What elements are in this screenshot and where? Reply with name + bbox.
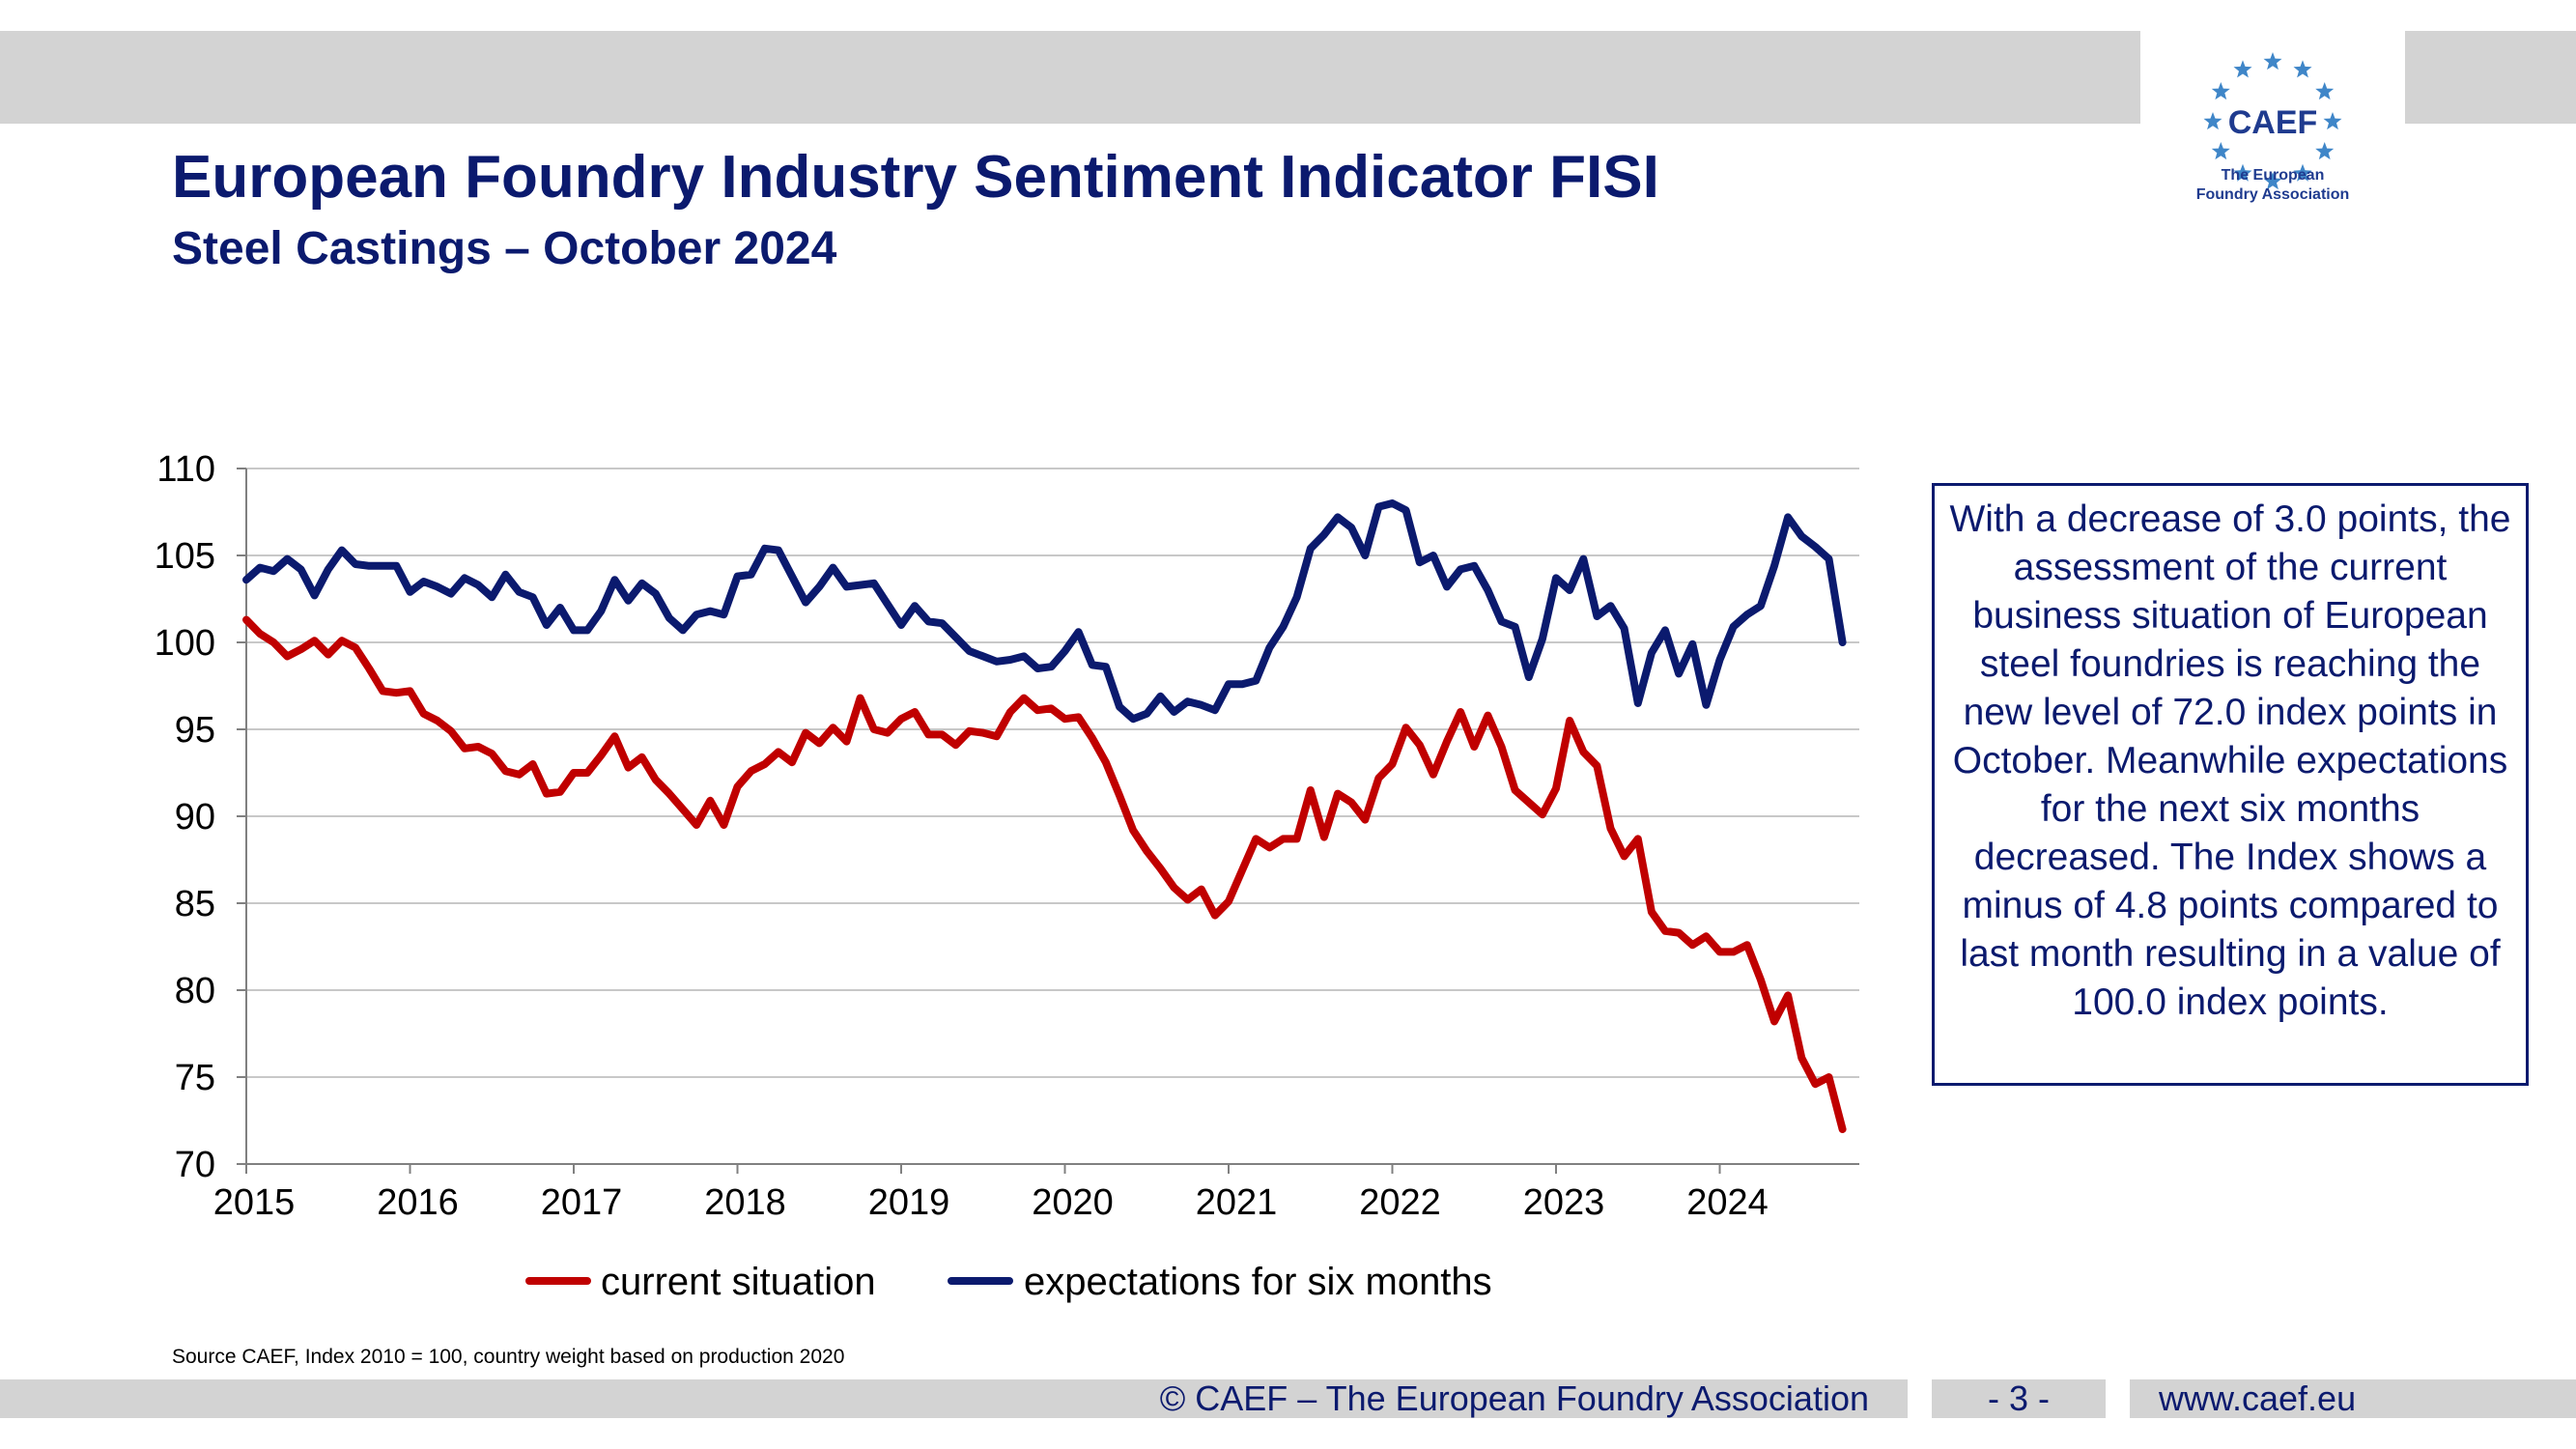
x-tick-label: 2016 bbox=[377, 1182, 459, 1223]
logo-star bbox=[2263, 52, 2282, 71]
footer-copyright: © CAEF – The European Foundry Associatio… bbox=[0, 1379, 1908, 1418]
y-tick-label: 100 bbox=[155, 623, 215, 664]
y-tick-label: 75 bbox=[175, 1058, 215, 1098]
logo-star-ring bbox=[2203, 52, 2342, 190]
x-axis-ticks: 2015 2016 2017 2018 2019 2020 2021 2022 2023 2024 bbox=[213, 1164, 1769, 1223]
page-title: European Foundry Industry Sentiment Indi… bbox=[172, 144, 1659, 211]
header-band-left bbox=[0, 31, 2140, 124]
logo-star bbox=[2233, 60, 2252, 78]
series-line-current-situation bbox=[242, 615, 1847, 1133]
logo-text: CAEF bbox=[2228, 104, 2318, 141]
y-tick-label: 70 bbox=[175, 1145, 215, 1185]
source-note: Source CAEF, Index 2010 = 100, country w… bbox=[172, 1346, 845, 1368]
legend-label-current-situation: current situation bbox=[601, 1261, 876, 1303]
x-tick-label: 2022 bbox=[1359, 1182, 1441, 1223]
chart-legend: current situation expectations for six mo… bbox=[525, 1261, 1492, 1303]
y-axis-ticks: 110 105 100 95 90 85 80 75 70 bbox=[155, 449, 246, 1185]
chart-gridlines bbox=[246, 468, 1859, 1078]
logo-caption-line2: Foundry Association bbox=[2195, 186, 2350, 203]
caef-logo: CAEF bbox=[2203, 52, 2342, 190]
logo-star bbox=[2293, 60, 2312, 78]
logo-star bbox=[2263, 172, 2282, 190]
y-tick-label: 90 bbox=[175, 797, 215, 838]
header-band-right bbox=[2405, 31, 2576, 124]
y-tick-label: 105 bbox=[155, 536, 215, 577]
logo-star bbox=[2293, 163, 2312, 182]
x-tick-label: 2019 bbox=[868, 1182, 950, 1223]
logo-star bbox=[2211, 142, 2230, 160]
x-tick-label: 2015 bbox=[213, 1182, 296, 1223]
x-tick-label: 2020 bbox=[1032, 1182, 1114, 1223]
y-tick-label: 110 bbox=[156, 449, 215, 490]
footer-website-link[interactable]: www.caef.eu bbox=[2130, 1379, 2576, 1418]
x-tick-label: 2018 bbox=[704, 1182, 786, 1223]
legend-label-expectations: expectations for six months bbox=[1024, 1261, 1492, 1303]
x-tick-label: 2024 bbox=[1686, 1182, 1769, 1223]
footer-page-number: - 3 - bbox=[1932, 1379, 2106, 1418]
y-tick-label: 85 bbox=[175, 884, 215, 924]
logo-star bbox=[2315, 142, 2335, 160]
logo-caption-line1: The European bbox=[2221, 167, 2325, 184]
logo-star bbox=[2233, 163, 2252, 182]
x-tick-label: 2017 bbox=[541, 1182, 623, 1223]
logo-star bbox=[2203, 112, 2222, 130]
logo-star bbox=[2315, 82, 2335, 100]
y-tick-label: 80 bbox=[175, 971, 215, 1011]
logo-caption: The European Foundry Association bbox=[2178, 166, 2367, 205]
logo-star bbox=[2323, 112, 2342, 130]
page-subtitle: Steel Castings – October 2024 bbox=[172, 223, 837, 274]
chart-series bbox=[242, 499, 1847, 1133]
commentary-box: With a decrease of 3.0 points, the asses… bbox=[1932, 483, 2529, 1086]
logo-star bbox=[2211, 82, 2230, 100]
series-line-expectations bbox=[242, 499, 1847, 724]
x-tick-label: 2023 bbox=[1523, 1182, 1605, 1223]
y-tick-label: 95 bbox=[175, 710, 215, 751]
x-tick-label: 2021 bbox=[1196, 1182, 1278, 1223]
